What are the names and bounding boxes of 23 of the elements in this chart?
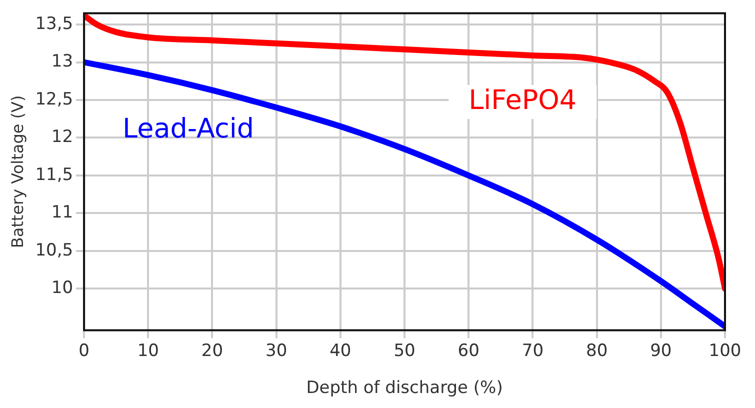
- y-axis-title: Battery Voltage (V): [8, 95, 27, 248]
- x-tick-label: 10: [137, 340, 159, 361]
- x-tick-label: 40: [330, 340, 352, 361]
- x-tick-label: 50: [394, 340, 416, 361]
- y-tick-label: 10: [51, 278, 74, 298]
- y-tick-label: 12,5: [35, 89, 74, 110]
- x-tick-label: 80: [586, 340, 608, 361]
- x-tick-label: 90: [650, 340, 672, 361]
- y-tick-label: 13,5: [35, 14, 74, 34]
- x-tick-label: 0: [78, 340, 90, 361]
- series-label: Lead-Acid: [122, 114, 254, 145]
- x-tick-label: 100: [708, 340, 742, 361]
- y-tick-label: 11,5: [35, 164, 74, 185]
- y-tick-label: 10,5: [35, 240, 74, 260]
- x-tick-label: 70: [522, 340, 544, 361]
- y-tick-label: 12: [51, 127, 74, 148]
- x-tick-label: 20: [201, 340, 224, 361]
- x-tick-label: 30: [266, 340, 288, 361]
- y-tick-label: 13: [51, 52, 74, 72]
- series-label: LiFePO4: [468, 84, 577, 116]
- y-tick-label: 11: [51, 202, 74, 223]
- x-tick-label: 60: [458, 340, 480, 361]
- x-axis-title: Depth of discharge (%): [306, 378, 503, 398]
